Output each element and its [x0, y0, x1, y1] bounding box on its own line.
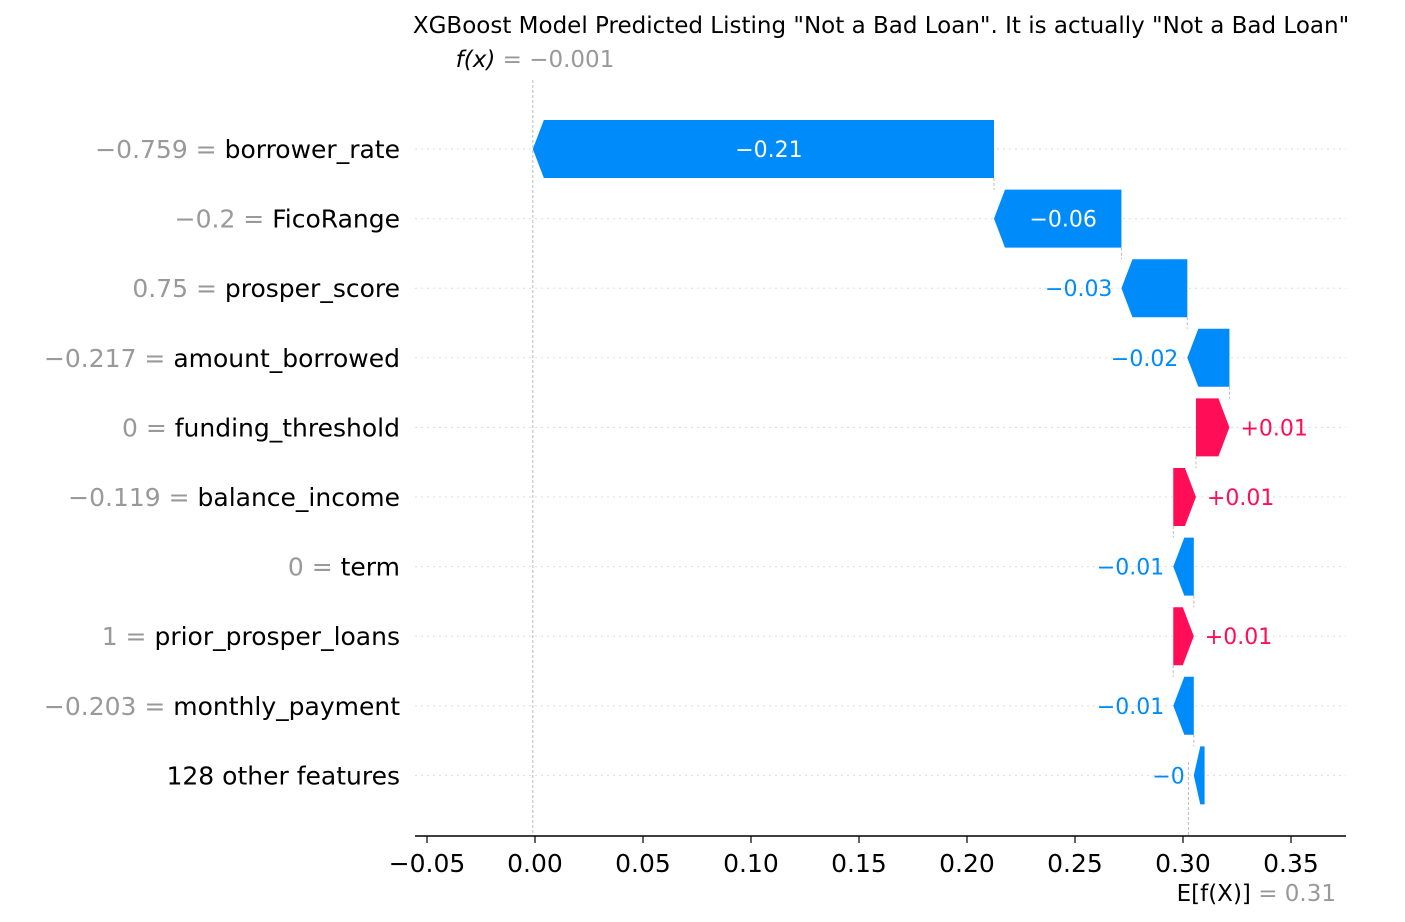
x-tick-label: 0.20: [939, 849, 995, 878]
feature-label: −0.119 = balance_income: [68, 483, 400, 512]
feature-name: balance_income: [198, 483, 401, 512]
feature-name: borrower_rate: [225, 135, 400, 164]
feature-labels: −0.759 = borrower_rate −0.2 = FicoRange 0.…: [44, 135, 400, 790]
feature-label: −0.203 = monthly_payment: [44, 692, 400, 721]
x-tick-label: 0.05: [615, 849, 671, 878]
bar-value-label: +0.01: [1205, 625, 1272, 650]
connector-lines: [532, 80, 1230, 836]
feature-value: 0 =: [288, 553, 341, 582]
feature-label: −0.759 = borrower_rate: [95, 135, 400, 164]
x-tick-label: 0.25: [1047, 849, 1103, 878]
bar-value-label: −0: [1152, 764, 1184, 789]
waterfall-bar-negative: [1173, 676, 1194, 735]
bar-value-label: +0.01: [1207, 486, 1274, 511]
feature-name: amount_borrowed: [173, 344, 400, 373]
waterfall-bar-negative: [532, 120, 994, 178]
base-value-annotation: E[f(X)] = 0.31: [1177, 881, 1336, 907]
bar-value-label: −0.21: [735, 138, 802, 163]
feature-value: −0.759 =: [95, 135, 224, 164]
bars-layer: −0.21 −0.06 −0.03 −0.02 +0.01 +0.01 −0.01 +0.01…: [532, 120, 1308, 805]
waterfall-bar-negative: [1121, 259, 1188, 318]
bar-value-label: −0.03: [1045, 277, 1112, 302]
feature-label: 0 = term: [288, 553, 400, 582]
waterfall-bar-positive: [1173, 607, 1194, 666]
feature-name: funding_threshold: [175, 413, 400, 442]
feature-value: −0.217 =: [44, 344, 173, 373]
x-tick-label: 0.35: [1263, 849, 1319, 878]
waterfall-bar-negative: [1193, 746, 1205, 805]
feature-label: −0.2 = FicoRange: [175, 205, 400, 234]
fx-annotation: f(x) = −0.001: [456, 47, 615, 73]
waterfall-bar-negative: [1187, 328, 1230, 387]
x-tick-label: 0.10: [723, 849, 779, 878]
bar-value-label: −0.01: [1097, 556, 1164, 581]
feature-value: 0.75 =: [132, 274, 225, 303]
x-tick-label: 0.15: [831, 849, 887, 878]
feature-name: prosper_score: [225, 274, 400, 303]
waterfall-bar-positive: [1173, 468, 1196, 526]
bar-value-label: −0.06: [1030, 208, 1097, 233]
feature-value: 1 =: [102, 622, 155, 651]
feature-label: 128 other features: [167, 761, 401, 790]
feature-label: 0 = funding_threshold: [122, 413, 400, 442]
feature-label: −0.217 = amount_borrowed: [44, 344, 400, 373]
chart-title: XGBoost Model Predicted Listing "Not a B…: [413, 13, 1349, 39]
bar-value-label: −0.01: [1097, 695, 1164, 720]
feature-value: −0.203 =: [44, 692, 173, 721]
feature-name: prior_prosper_loans: [154, 622, 400, 651]
feature-value: −0.2 =: [175, 205, 273, 234]
row-gridlines: [415, 148, 1346, 776]
x-tick-label: −0.05: [389, 849, 466, 878]
waterfall-bar-positive: [1195, 398, 1230, 457]
feature-value: 0 =: [122, 413, 175, 442]
feature-name: monthly_payment: [173, 692, 400, 721]
feature-label: 1 = prior_prosper_loans: [102, 622, 400, 651]
waterfall-bar-negative: [1173, 537, 1194, 596]
feature-value: −0.119 =: [68, 483, 197, 512]
x-tick-label: 0.30: [1155, 849, 1211, 878]
x-tick-label: 0.00: [507, 849, 563, 878]
waterfall-bar-negative: [994, 189, 1122, 248]
feature-name: FicoRange: [272, 205, 400, 234]
bar-value-label: +0.01: [1240, 416, 1307, 441]
feature-name: term: [341, 553, 400, 582]
feature-name: 128 other features: [167, 761, 401, 790]
bar-value-label: −0.02: [1111, 347, 1178, 372]
x-axis: −0.05 0.00 0.05 0.10 0.15 0.20 0.25 0.30 0.35: [389, 835, 1346, 878]
feature-label: 0.75 = prosper_score: [132, 274, 400, 303]
